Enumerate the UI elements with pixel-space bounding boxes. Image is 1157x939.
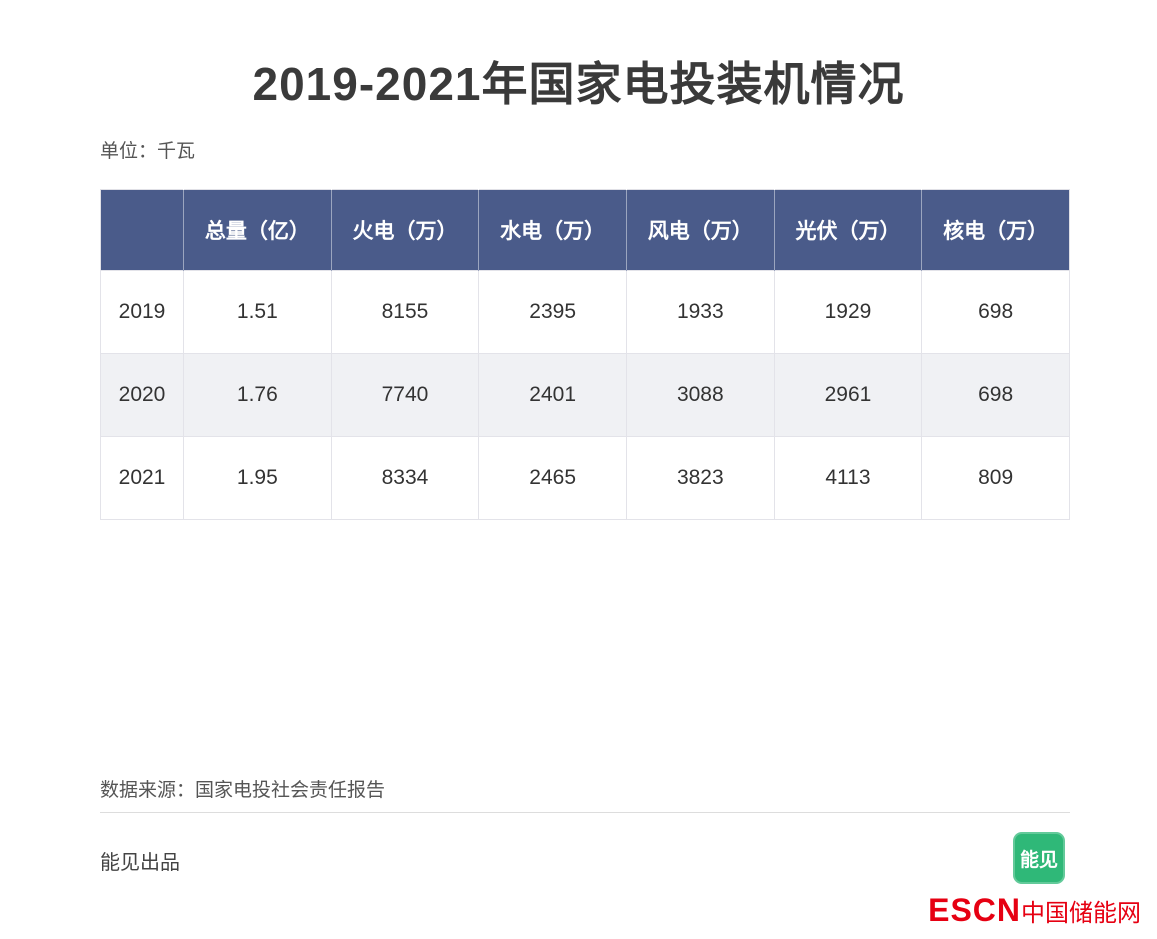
row-year-cell: 2021 — [100, 436, 184, 520]
row-year-cell: 2020 — [100, 353, 184, 437]
table-row: 2021 1.95 8334 2465 3823 4113 809 — [100, 436, 1070, 520]
data-cell: 809 — [921, 436, 1070, 520]
watermark-escn-text: ESCN — [928, 892, 1021, 928]
data-cell: 3088 — [625, 353, 775, 437]
column-header-cell: 火电（万） — [330, 189, 479, 271]
data-cell: 1933 — [625, 270, 775, 354]
corner-header-cell — [100, 189, 184, 271]
data-cell: 698 — [921, 353, 1070, 437]
table-row: 2020 1.76 7740 2401 3088 2961 698 — [100, 353, 1070, 437]
column-header-cell: 水电（万） — [478, 189, 627, 271]
table-header: 总量（亿） 火电（万） 水电（万） 风电（万） 光伏（万） 核电（万） — [100, 189, 1070, 271]
data-cell: 7740 — [330, 353, 480, 437]
data-cell: 698 — [921, 270, 1070, 354]
table-row: 2019 1.51 8155 2395 1933 1929 698 — [100, 270, 1070, 354]
column-header-cell: 总量（亿） — [183, 189, 332, 271]
data-cell: 1.95 — [183, 436, 332, 520]
row-year-cell: 2019 — [100, 270, 184, 354]
installed-capacity-table: 总量（亿） 火电（万） 水电（万） 风电（万） 光伏（万） 核电（万） 2019 1.51 8… — [100, 189, 1070, 520]
table-body: 2019 1.51 8155 2395 1933 1929 698 2020 1.76 7740 2… — [100, 270, 1070, 520]
page-title: 2019-2021年国家电投装机情况 — [252, 58, 905, 110]
producer-label: 能见出品 — [100, 852, 180, 874]
nengjian-logo-icon: 能见 — [1013, 832, 1065, 884]
column-header-cell: 光伏（万） — [773, 189, 922, 271]
footer-divider — [100, 812, 1070, 813]
data-cell: 2961 — [773, 353, 923, 437]
data-cell: 2465 — [478, 436, 627, 520]
column-header-cell: 风电（万） — [625, 189, 775, 271]
data-cell: 1929 — [773, 270, 923, 354]
watermark-cn-text: 中国储能网 — [1021, 900, 1141, 927]
data-cell: 3823 — [625, 436, 775, 520]
data-cell: 1.51 — [183, 270, 332, 354]
watermark: ESCN中国储能网 — [928, 892, 1141, 929]
nengjian-logo-text: 能见 — [1019, 849, 1058, 871]
data-cell: 8334 — [330, 436, 480, 520]
data-cell: 1.76 — [183, 353, 332, 437]
column-header-cell: 核电（万） — [921, 189, 1070, 271]
data-cell: 2401 — [478, 353, 627, 437]
data-cell: 2395 — [478, 270, 627, 354]
data-cell: 8155 — [330, 270, 480, 354]
data-source-label: 数据来源：国家电投社会责任报告 — [100, 780, 386, 801]
unit-label: 单位：千瓦 — [100, 141, 196, 162]
data-cell: 4113 — [773, 436, 923, 520]
header-row: 总量（亿） 火电（万） 水电（万） 风电（万） 光伏（万） 核电（万） — [100, 189, 1070, 271]
